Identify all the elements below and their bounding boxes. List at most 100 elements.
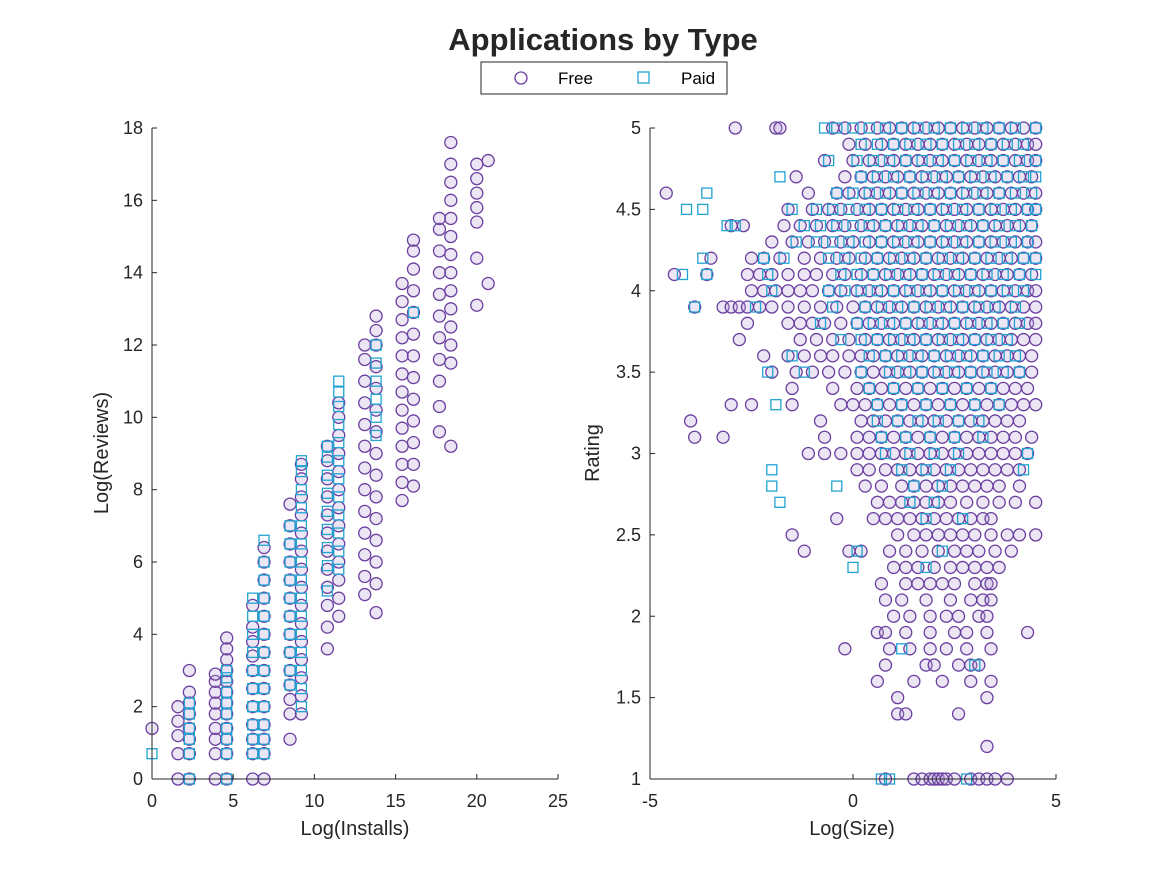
free-point — [257, 732, 271, 746]
free-point — [927, 414, 941, 428]
paid-point — [863, 350, 875, 362]
rating-y-tick-label: 2 — [631, 606, 641, 626]
paid-point — [1025, 219, 1038, 232]
free-point — [1008, 430, 1023, 444]
paid-point — [247, 664, 259, 677]
free-point — [939, 218, 954, 233]
free-point — [951, 365, 966, 379]
free-point — [903, 642, 917, 656]
free-point — [470, 157, 484, 171]
paid-point — [936, 333, 948, 346]
free-point — [294, 671, 309, 685]
free-point — [899, 137, 913, 151]
free-point — [1024, 349, 1039, 363]
free-point — [951, 170, 966, 184]
free-point — [1020, 446, 1035, 461]
paid-point — [258, 646, 270, 659]
free-point — [257, 591, 271, 605]
free-point — [834, 235, 848, 249]
paid-point — [827, 236, 839, 248]
free-point — [805, 316, 820, 330]
paid-point — [997, 154, 1009, 167]
free-point — [432, 244, 447, 258]
paid-point — [295, 455, 308, 467]
free-point — [976, 463, 990, 477]
paid-point — [762, 268, 774, 281]
free-point — [294, 490, 309, 504]
free-point — [406, 233, 421, 247]
paid-point — [295, 592, 308, 604]
free-point — [923, 235, 937, 249]
free-point — [283, 573, 297, 587]
free-point — [882, 544, 897, 558]
paid-point — [847, 187, 859, 199]
paid-point — [896, 464, 908, 476]
free-point — [907, 495, 921, 509]
free-point — [369, 446, 383, 461]
free-point — [1012, 365, 1027, 379]
free-point — [907, 186, 921, 200]
free-point — [1012, 349, 1027, 363]
free-point — [182, 707, 197, 721]
free-point — [257, 645, 271, 660]
paid-point — [835, 268, 847, 281]
free-point — [1004, 544, 1018, 558]
paid-point — [333, 455, 345, 467]
free-point — [951, 658, 966, 672]
free-point — [923, 609, 937, 623]
paid-point — [1017, 464, 1030, 476]
free-point — [915, 267, 929, 282]
free-point — [773, 121, 787, 135]
free-point — [1008, 446, 1023, 461]
paid-point — [1030, 252, 1042, 264]
free-point — [406, 349, 421, 363]
paid-point — [920, 512, 932, 525]
free-point — [972, 202, 986, 217]
paid-point — [183, 708, 196, 720]
free-point — [870, 674, 885, 688]
paid-point — [766, 285, 778, 297]
free-point — [1008, 235, 1023, 249]
free-point — [444, 356, 458, 370]
paid-point — [916, 366, 928, 378]
free-point — [960, 625, 974, 640]
free-point — [826, 332, 840, 347]
size-rating-panel: -5 0 5 1 1.5 2 2.5 3 3.5 4 4.5 5 Log(Size) Rating — [582, 118, 1061, 840]
paid-point — [183, 722, 196, 735]
free-point — [369, 309, 383, 323]
paid-point — [1025, 187, 1038, 199]
paid-point — [936, 252, 948, 264]
free-point — [1012, 218, 1027, 233]
paid-point — [851, 317, 863, 329]
free-point — [283, 692, 297, 707]
free-point — [406, 435, 421, 450]
rating-ylabel: Rating — [582, 424, 604, 482]
paid-point — [370, 429, 382, 442]
free-point — [817, 430, 832, 444]
free-point — [960, 430, 974, 444]
paid-point — [333, 527, 345, 539]
free-point — [870, 332, 885, 347]
paid-point — [1021, 447, 1034, 460]
free-point — [752, 267, 767, 282]
paid-point — [183, 748, 196, 760]
free-point — [874, 577, 889, 591]
paid-point — [333, 386, 345, 398]
free-point — [964, 414, 978, 428]
free-point — [992, 251, 1006, 265]
free-point — [793, 284, 807, 298]
free-point — [406, 262, 421, 276]
free-point — [208, 707, 222, 721]
free-point — [919, 121, 933, 135]
free-point — [1000, 218, 1014, 233]
free-point — [931, 479, 945, 493]
free-point — [320, 544, 335, 558]
free-point — [257, 540, 271, 555]
free-point — [283, 591, 297, 605]
free-point — [246, 663, 260, 678]
free-point — [886, 381, 901, 396]
paid-point — [961, 219, 973, 232]
paid-point — [871, 333, 884, 346]
free-point — [895, 495, 909, 509]
